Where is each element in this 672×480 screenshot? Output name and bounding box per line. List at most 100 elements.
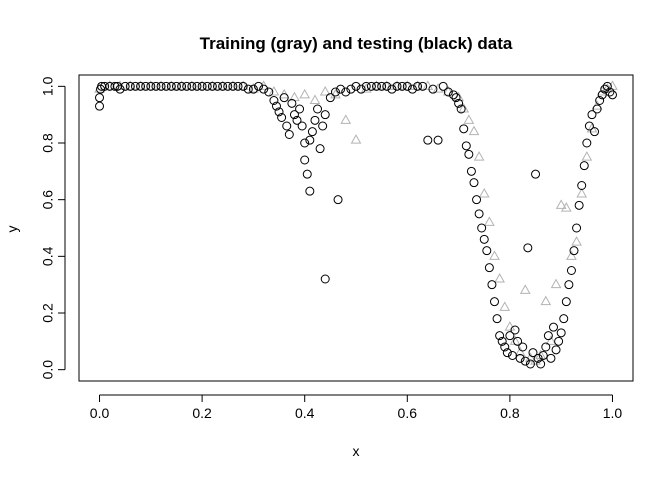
testing-point [336,84,346,94]
x-tick-label: 0.2 [192,405,212,421]
testing-point [433,135,443,145]
training-point [401,80,413,90]
testing-point [515,353,525,363]
testing-point [136,81,146,91]
testing-point [115,84,125,94]
training-point [442,85,454,96]
training-point [473,151,485,161]
testing-point [397,81,407,91]
training-point [499,301,511,311]
testing-point [523,243,533,253]
training-point [478,187,490,198]
testing-point [600,84,610,94]
testing-point [507,351,517,360]
testing-point [287,98,297,108]
testing-point [597,90,607,100]
y-tick-label: 0.0 [40,360,56,380]
testing-point [274,107,284,117]
testing-point [528,348,538,358]
training-point [176,80,187,90]
x-tick-label: 1.0 [603,405,623,421]
training-point [519,284,531,294]
testing-point [572,223,582,233]
testing-point [407,84,417,94]
training-point [196,80,208,90]
testing-point [325,93,335,103]
testing-point [269,96,279,105]
testing-point [333,195,343,205]
testing-point [602,81,612,91]
testing-point [95,93,105,103]
training-point [525,352,536,362]
training-point [530,355,541,365]
testing-point [561,297,571,307]
training-point [124,80,136,90]
testing-point [574,200,584,210]
training-point [566,250,577,260]
testing-point [313,104,323,114]
testing-point [130,81,140,91]
training-point [494,272,505,283]
testing-point [292,115,302,125]
testing-point [392,81,402,91]
testing-point [538,351,548,360]
training-point [360,83,372,93]
testing-point [569,246,579,256]
training-point [560,202,572,212]
testing-point [582,138,592,148]
testing-point [228,81,238,91]
testing-point [125,81,135,91]
testing-point [233,81,243,91]
x-tick-label: 0.0 [90,405,110,421]
testing-point [533,353,543,363]
testing-point [459,124,469,134]
testing-point [382,81,392,91]
testing-point [279,93,289,103]
testing-point [356,84,366,94]
testing-point [305,186,315,196]
training-point [248,83,259,93]
testing-point [161,81,171,91]
testing-point [520,356,530,366]
testing-point [182,81,192,91]
testing-point [302,169,312,179]
training-point [330,88,341,99]
testing-point [566,266,576,275]
testing-point [502,348,512,358]
training-point [555,199,567,209]
testing-point [595,96,605,105]
testing-point [156,81,166,91]
y-tick-label: 0.8 [40,133,56,153]
testing-point [418,81,428,91]
testing-point [351,81,361,91]
training-point [340,114,352,124]
y-tick-label: 1.0 [40,76,56,96]
training-point [371,80,382,90]
testing-point [315,144,325,154]
training-point [432,83,444,93]
testing-point [300,138,310,148]
testing-point [238,81,248,91]
training-point [207,80,218,90]
testing-point [556,328,566,338]
testing-point [554,336,564,346]
training-point [545,335,557,345]
testing-point [487,280,497,290]
training-point [540,295,552,306]
testing-point [307,127,317,137]
testing-point [559,314,569,324]
testing-point [320,110,330,120]
testing-point [305,135,315,145]
y-tick-label: 0.4 [40,246,56,266]
testing-point [372,81,382,91]
testing-point [510,325,520,335]
testing-point [592,104,602,114]
testing-point [346,84,356,94]
testing-point [282,121,292,131]
testing-point [146,81,156,91]
training-point [309,94,321,104]
x-axis-label: x [353,443,360,459]
testing-point [464,149,474,159]
training-point [268,85,280,96]
testing-point [531,169,541,179]
